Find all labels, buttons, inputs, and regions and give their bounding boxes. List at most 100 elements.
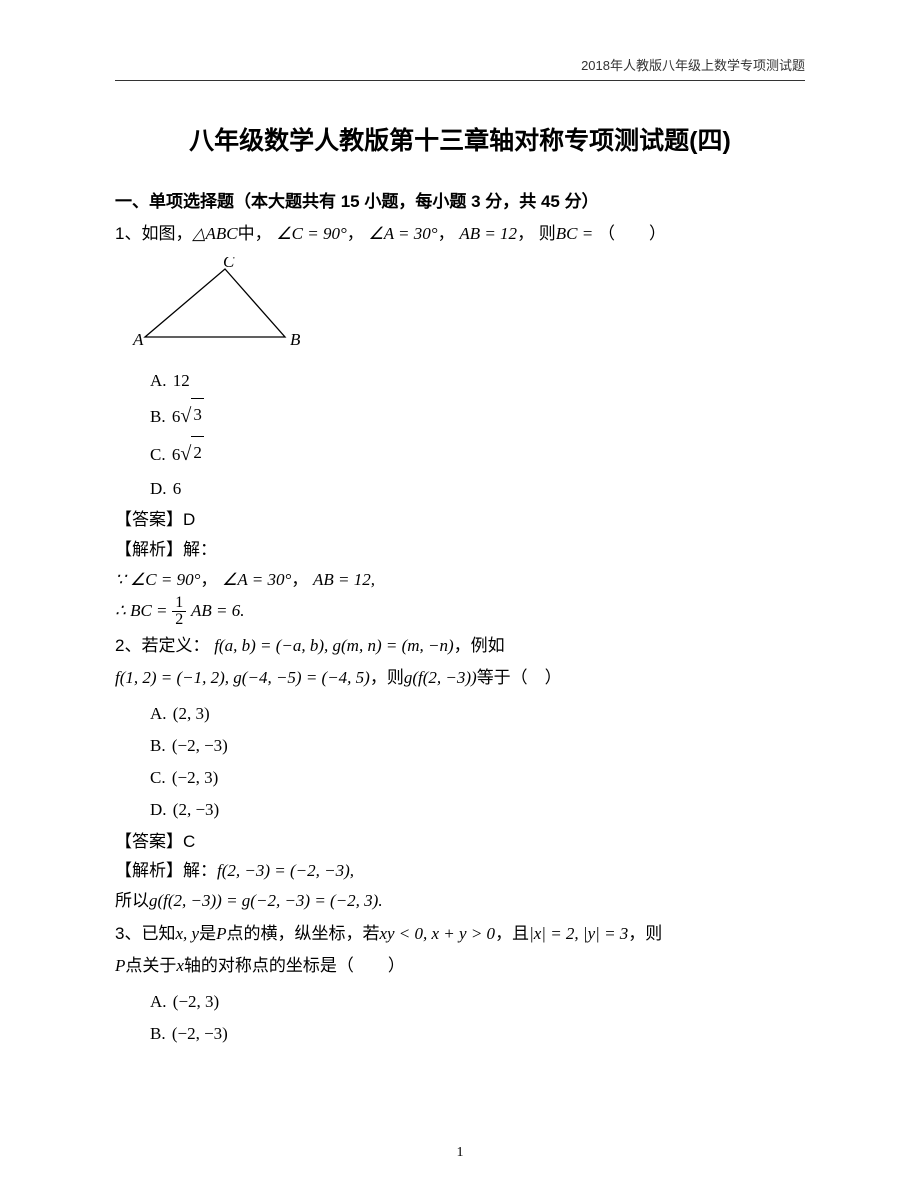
q1-opt-a: A. 12 — [150, 365, 805, 397]
page-header: 2018年人教版八年级上数学专项测试题 — [115, 55, 805, 81]
ec1: ， — [200, 570, 217, 589]
q3-t6: 轴的对称点的坐标是（ ） — [184, 956, 405, 975]
q2-opt-c: C. (−2, 3) — [150, 762, 805, 794]
q3-opt-a: A. (−2, 3) — [150, 986, 805, 1018]
q1-opt-d: D. 6 — [150, 473, 805, 505]
q2-ans-val: C — [183, 832, 195, 851]
q1-opt-c: C. 6√2 — [150, 435, 805, 473]
q1-c-rad: 2 — [191, 436, 204, 469]
q1-e2a: ∴ BC = — [115, 601, 168, 620]
q3-t5: 点关于 — [125, 956, 176, 975]
q2-opt-b: B. (−2, −3) — [150, 730, 805, 762]
vertex-a: A — [132, 330, 144, 349]
q3-t3: ，且 — [495, 924, 529, 943]
q1-b-pre: 6 — [172, 407, 181, 426]
q1-e2b: AB = 6. — [191, 601, 245, 620]
q2-explain2: 所以g(f(2, −3)) = g(−2, −3) = (−2, 3). — [115, 886, 805, 916]
q2-prefix: 2、若定义： — [115, 636, 209, 655]
q2-e2: g(f(2, −3)) = g(−2, −3) = (−2, 3). — [149, 891, 383, 910]
q1-t3: 则 — [539, 224, 556, 243]
section-header: 一、单项选择题（本大题共有 15 小题，每小题 3 分，共 45 分） — [115, 187, 805, 212]
q1-t2: 中， — [238, 224, 272, 243]
q1-d-val: 6 — [173, 479, 182, 498]
q3-c1: xy < 0, x + y > 0 — [379, 924, 495, 943]
q1-c3: AB = 12 — [459, 224, 517, 243]
q3-opt-b: B. (−2, −3) — [150, 1018, 805, 1050]
q1-explain-label: 【解析】解： — [115, 535, 805, 565]
q2-e1: f(2, −3) = (−2, −3), — [217, 861, 354, 880]
q1-answer: 【答案】D — [115, 505, 805, 535]
q3-text2: P点关于x轴的对称点的坐标是（ ） — [115, 952, 805, 981]
page-number: 1 — [0, 1145, 920, 1161]
q1-tri: △ABC — [192, 224, 237, 243]
q1-a-val: 12 — [173, 371, 190, 390]
label-b: B. — [150, 407, 170, 426]
q1-options: A. 12 B. 6√3 C. 6√2 D. 6 — [115, 365, 805, 506]
ec2: ， — [291, 570, 308, 589]
q2-text2: f(1, 2) = (−1, 2), g(−4, −5) = (−4, 5)，则… — [115, 664, 805, 693]
q2lb: B. — [150, 736, 170, 755]
q3-t4: ，则 — [628, 924, 662, 943]
q2-exp-label: 【解析】解： — [115, 861, 217, 880]
q2la: A. — [150, 704, 171, 723]
frac-den: 2 — [172, 612, 186, 628]
q3-t2: 点的横，纵坐标，若 — [226, 924, 379, 943]
q2-text: 2、若定义： f(a, b) = (−a, b), g(m, n) = (m, … — [115, 632, 805, 661]
triangle-diagram: A B C — [125, 257, 805, 357]
q1-ans-val: D — [183, 510, 195, 529]
q2-options: A. (2, 3) B. (−2, −3) C. (−2, 3) D. (2, … — [115, 698, 805, 827]
q2-e2p: 所以 — [115, 891, 149, 910]
q1-exp1: ∵ ∠C = 90°， ∠A = 30°， AB = 12, — [115, 565, 805, 595]
q3-v4: x — [176, 956, 184, 975]
label-a: A. — [150, 371, 171, 390]
comma2: ， — [438, 224, 455, 243]
q3-a: (−2, 3) — [173, 992, 219, 1011]
q3-c2: |x| = 2, |y| = 3 — [529, 924, 628, 943]
q2-ex1: f(1, 2) = (−1, 2), g(−4, −5) = (−4, 5) — [115, 668, 370, 687]
q3-prefix: 3、已知 — [115, 924, 175, 943]
q1-e1a: ∵ ∠C = 90° — [115, 570, 200, 589]
q1-exp2: ∴ BC = 12 AB = 6. — [115, 595, 805, 628]
q2-m3: 等于（ ） — [477, 668, 562, 687]
q2-def1: f(a, b) = (−a, b), g(m, n) = (m, −n) — [214, 636, 453, 655]
q2ld: D. — [150, 800, 171, 819]
q1-b-rad: 3 — [191, 398, 204, 431]
q1-opt-b: B. 6√3 — [150, 397, 805, 435]
q2-ask: g(f(2, −3)) — [404, 668, 477, 687]
q3lb: B. — [150, 1024, 170, 1043]
q3-text: 3、已知x, y是P点的横，纵坐标，若xy < 0, x + y > 0，且|x… — [115, 920, 805, 949]
q3-v3: P — [115, 956, 125, 975]
q1-c4: BC = — [556, 224, 593, 243]
q3-b: (−2, −3) — [172, 1024, 228, 1043]
frac-num: 1 — [172, 595, 186, 612]
q1-c-pre: 6 — [172, 445, 181, 464]
q2-ans-label: 【答案】 — [115, 832, 183, 851]
comma3: ， — [517, 224, 534, 243]
vertex-b: B — [290, 330, 301, 349]
q2-m1: ，例如 — [454, 636, 505, 655]
q2-c: (−2, 3) — [172, 768, 218, 787]
q2-opt-d: D. (2, −3) — [150, 794, 805, 826]
q2-opt-a: A. (2, 3) — [150, 698, 805, 730]
q3la: A. — [150, 992, 171, 1011]
q2-explain: 【解析】解：f(2, −3) = (−2, −3), — [115, 856, 805, 886]
q1-text: 1、如图，△ABC中， ∠C = 90°， ∠A = 30°， AB = 12，… — [115, 220, 805, 249]
q1-ans-label: 【答案】 — [115, 510, 183, 529]
q2-b: (−2, −3) — [172, 736, 228, 755]
q2-answer: 【答案】C — [115, 827, 805, 857]
label-c: C. — [150, 445, 170, 464]
q3-v2: P — [216, 924, 226, 943]
q2-a: (2, 3) — [173, 704, 210, 723]
q2lc: C. — [150, 768, 170, 787]
label-d: D. — [150, 479, 171, 498]
q1-prefix: 1、如图， — [115, 224, 192, 243]
page-title: 八年级数学人教版第十三章轴对称专项测试题(四) — [115, 121, 805, 157]
q3-t1: 是 — [199, 924, 216, 943]
q2-d: (2, −3) — [173, 800, 219, 819]
q3-options: A. (−2, 3) B. (−2, −3) — [115, 986, 805, 1051]
q1-paren: （ ） — [598, 224, 666, 243]
q 2-m2: ，则 — [370, 668, 404, 687]
q1-e1c: AB = 12, — [313, 570, 375, 589]
comma1: ， — [347, 224, 364, 243]
vertex-c: C — [223, 257, 235, 271]
